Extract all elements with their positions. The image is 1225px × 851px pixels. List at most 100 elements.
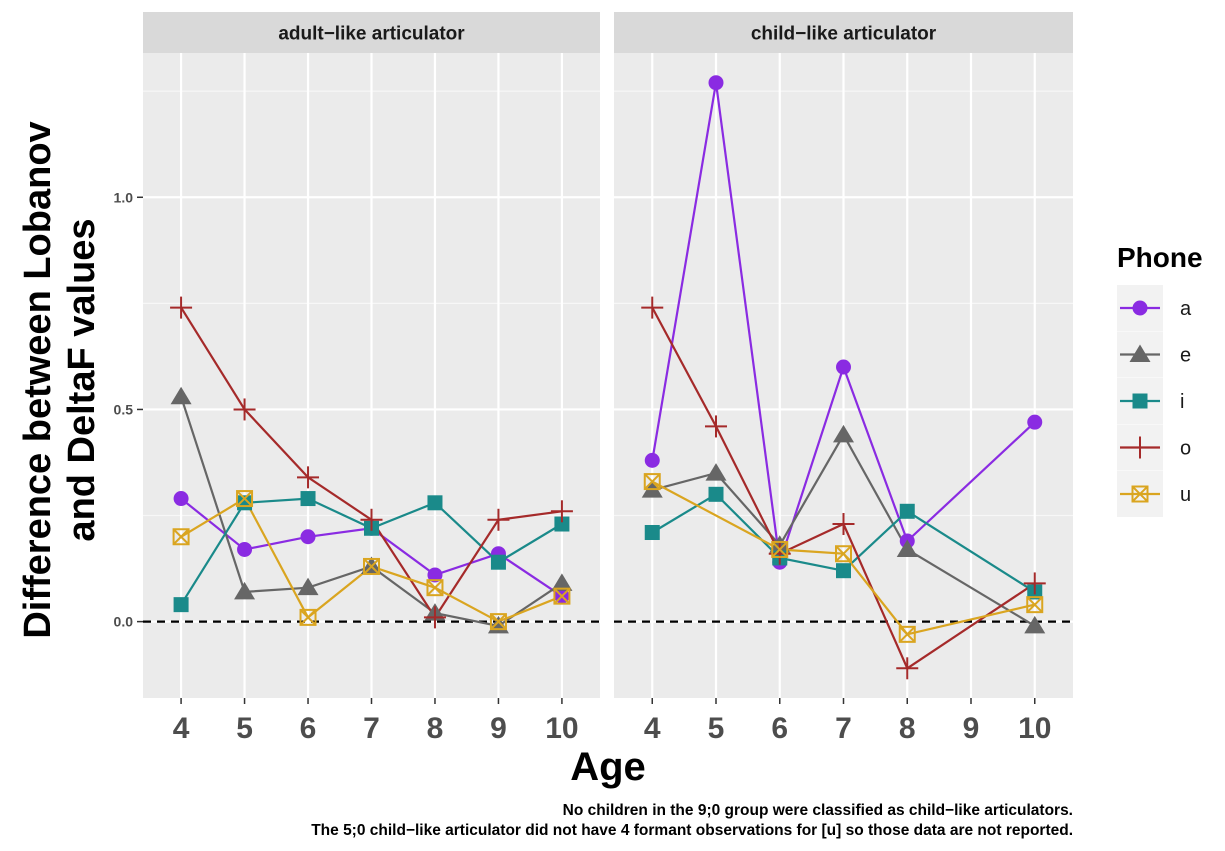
data-point-a (644, 452, 660, 468)
data-point-u (643, 473, 661, 491)
data-point-a (708, 75, 724, 91)
legend-item-o: o (1117, 424, 1191, 471)
y-tick-label: 1.0 (114, 189, 134, 205)
legend: Phone a e i o u (1117, 242, 1203, 517)
x-tick-label: 9 (963, 712, 980, 745)
x-tick-label: 7 (363, 712, 380, 745)
data-point-i (173, 597, 189, 613)
facet-panel-1: adult−like articulator 4 5 6 7 8 9 10 (143, 12, 600, 745)
x-tick-label: 6 (771, 712, 788, 745)
legend-label: e (1180, 345, 1191, 367)
data-point-u (1026, 596, 1044, 614)
data-point-o (423, 606, 446, 629)
data-point-i (899, 503, 915, 519)
legend-item-e: e (1117, 331, 1191, 378)
x-tick-label: 10 (1018, 712, 1051, 745)
data-point-i (836, 563, 851, 579)
legend-item-u: u (1117, 471, 1191, 517)
x-tick-label: 7 (835, 712, 852, 745)
data-point-u (553, 587, 571, 605)
data-point-o (360, 508, 383, 531)
x-axis-title: Age (570, 745, 646, 789)
series-line-o (651, 307, 1036, 670)
data-point-i (708, 486, 724, 502)
legend-title: Phone (1117, 242, 1203, 273)
legend-key-marker (1129, 344, 1151, 362)
data-point-i (300, 491, 316, 507)
data-point-e (170, 386, 192, 405)
legend-label: u (1180, 484, 1191, 506)
x-tick-label: 4 (173, 712, 190, 745)
data-point-u (363, 557, 380, 575)
data-point-o (641, 296, 664, 319)
data-point-o (832, 513, 855, 536)
facet-title: adult−like articulator (278, 24, 465, 45)
data-point-e (705, 463, 727, 481)
data-point-e (297, 577, 319, 596)
facet-title: child−like articulator (751, 24, 937, 45)
data-point-e (551, 573, 573, 591)
legend-label: o (1180, 438, 1191, 460)
data-point-e (234, 581, 256, 600)
data-point-a (237, 541, 253, 557)
legend-key-marker (1132, 300, 1148, 316)
axis-titles: Age Difference between Lobanovand DeltaF … (17, 121, 646, 789)
data-point-u (898, 625, 916, 643)
x-tick-label: 8 (427, 712, 444, 745)
y-tick-label: 0.5 (114, 401, 134, 417)
x-tick-label: 10 (545, 712, 578, 745)
x-tick-label: 8 (899, 712, 916, 745)
data-point-i (644, 525, 660, 541)
data-point-e (1024, 615, 1046, 634)
data-point-i (554, 516, 570, 532)
facet-strip (143, 12, 600, 53)
legend-label: i (1180, 391, 1184, 413)
x-tick-label: 5 (236, 712, 253, 745)
series-line-a (651, 82, 1036, 563)
data-point-e (896, 539, 918, 557)
data-point-u (172, 528, 190, 546)
data-point-o (705, 415, 727, 438)
y-axis: 0.0 0.5 1.0 (114, 189, 143, 630)
caption-line: No children in the 9;0 group were classi… (563, 802, 1073, 819)
x-tick-label: 5 (708, 712, 725, 745)
data-point-e (833, 424, 854, 443)
legend-item-a: a (1117, 285, 1192, 331)
x-tick-label: 9 (490, 712, 507, 745)
legend-item-i: i (1117, 378, 1184, 424)
series-line-e (652, 432, 1036, 627)
data-point-a (427, 567, 443, 583)
data-point-o (233, 398, 256, 421)
data-point-o (896, 657, 919, 680)
data-point-u (771, 540, 789, 558)
data-point-a (1027, 414, 1043, 430)
legend-label: a (1180, 298, 1192, 320)
data-point-a (836, 359, 851, 375)
legend-key-marker (1131, 485, 1149, 503)
series-line-i (651, 492, 1036, 593)
y-axis-title: Difference between Lobanovand DeltaF val… (17, 121, 103, 638)
facet-panel-2: child−like articulator 4 5 6 7 8 9 10 (614, 12, 1073, 745)
data-point-u (426, 579, 444, 597)
data-point-u (489, 613, 507, 631)
data-point-o (170, 296, 193, 319)
data-point-a (173, 491, 189, 507)
legend-key-marker (1129, 436, 1151, 459)
data-point-i (490, 554, 506, 570)
data-point-u (299, 608, 317, 626)
data-point-o (487, 508, 510, 531)
data-point-a (300, 529, 316, 545)
data-point-u (835, 545, 852, 563)
data-point-i (427, 495, 443, 511)
data-point-o (297, 466, 320, 489)
x-tick-label: 4 (644, 712, 661, 745)
data-point-o (1023, 572, 1046, 595)
y-axis-title-line: and DeltaF values (61, 218, 103, 541)
caption-line: The 5;0 child−like articulator did not h… (311, 822, 1073, 839)
y-tick-label: 0.0 (114, 614, 134, 630)
legend-key-marker (1132, 393, 1148, 409)
facet-strip (614, 12, 1073, 53)
